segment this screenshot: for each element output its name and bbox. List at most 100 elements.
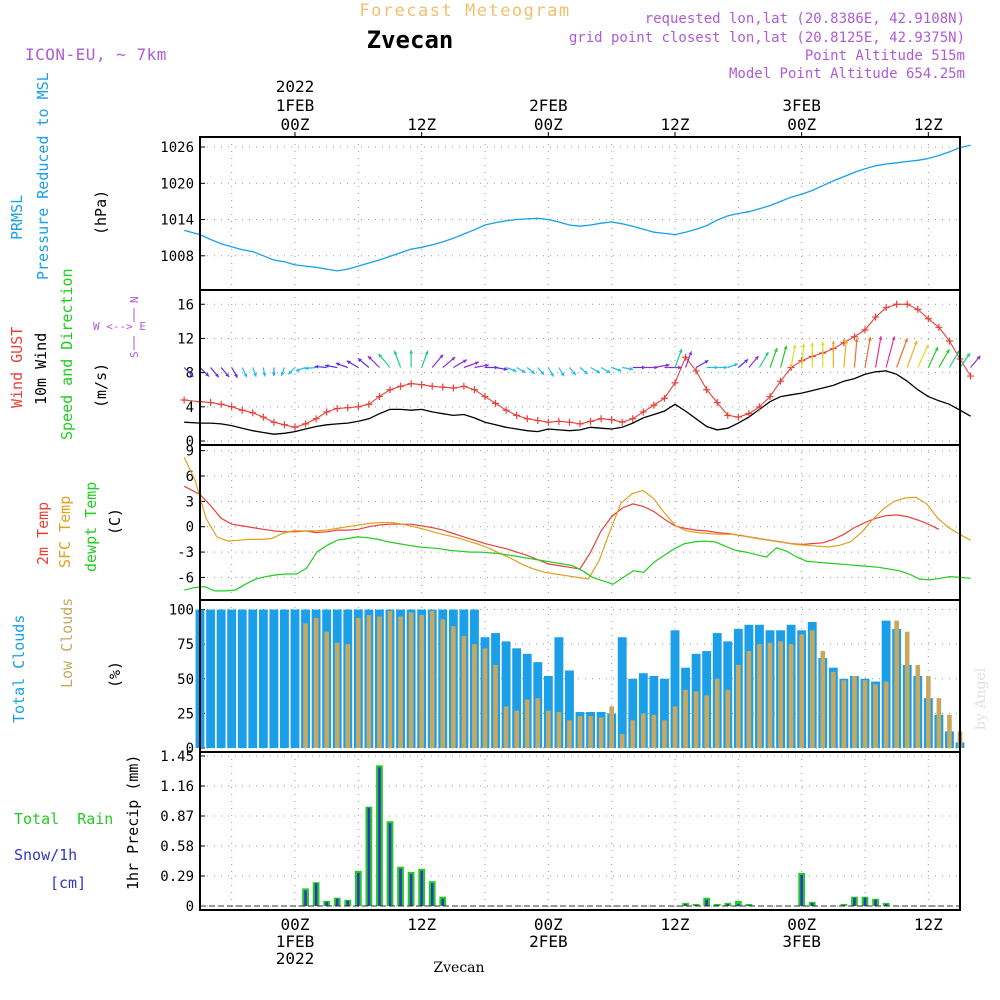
wind-arrow-head bbox=[225, 373, 230, 377]
model-label: ICON-EU, ~ 7km bbox=[25, 45, 167, 64]
wind-direction-arrow bbox=[304, 366, 317, 371]
wind-arrow-shaft bbox=[917, 344, 929, 368]
low-cloud-bar bbox=[324, 631, 329, 748]
snow-bar bbox=[378, 767, 381, 906]
wind-direction-arrow bbox=[346, 360, 359, 369]
temperature-grid bbox=[200, 445, 960, 600]
compass-west-east: W <--> E bbox=[93, 320, 146, 333]
snow-bar bbox=[747, 904, 751, 906]
clouds-ytick-label: 25 bbox=[177, 706, 194, 722]
low-cloud-bar bbox=[704, 695, 709, 748]
pressure-ytick-label: 1026 bbox=[160, 140, 194, 156]
low-cloud-bar bbox=[883, 681, 889, 748]
gust-marker bbox=[280, 421, 288, 429]
wind-arrow-head bbox=[688, 351, 693, 356]
low-cloud-bar bbox=[672, 706, 678, 748]
wind-direction-arrow bbox=[335, 362, 348, 369]
low-cloud-bar bbox=[482, 648, 488, 748]
wind-direction-arrow bbox=[600, 366, 611, 374]
gust-marker bbox=[302, 420, 310, 428]
wind-direction-arrow bbox=[409, 349, 414, 368]
model-altitude: Model Point Altitude 654.25m bbox=[729, 66, 965, 82]
gust-marker bbox=[914, 305, 922, 313]
wind-direction-arrow bbox=[684, 351, 693, 368]
wind-direction-arrow bbox=[717, 365, 728, 370]
clouds-ytick-label: 75 bbox=[177, 637, 194, 653]
gust-marker bbox=[903, 300, 911, 308]
pressure-line bbox=[184, 144, 971, 272]
wind-arrow-head bbox=[451, 357, 456, 361]
snow-bar bbox=[367, 807, 371, 906]
wind-arrow-head bbox=[596, 369, 601, 374]
low-cloud-bar bbox=[377, 616, 382, 748]
wind-direction-arrow bbox=[959, 352, 971, 368]
wind-direction-arrow bbox=[378, 353, 391, 368]
snow-bar bbox=[430, 883, 434, 906]
gust-line bbox=[184, 303, 972, 428]
low-cloud-bar bbox=[757, 644, 762, 748]
wind-direction-arrow bbox=[970, 355, 981, 368]
wind-arrow-head bbox=[424, 350, 429, 355]
top-time-label: 2FEB bbox=[529, 96, 568, 115]
snow-bar bbox=[335, 898, 339, 906]
snow-bar bbox=[388, 823, 392, 906]
wind-direction-arrow bbox=[664, 365, 682, 370]
wind-arrow-shaft bbox=[779, 345, 787, 368]
wind-direction-arrow bbox=[442, 356, 456, 368]
wind-arrow-head bbox=[288, 370, 293, 375]
wind-direction-arrow bbox=[885, 336, 896, 368]
low-cloud-bar bbox=[767, 642, 773, 748]
wind-arrow-head bbox=[733, 363, 738, 367]
gust-marker bbox=[597, 415, 605, 423]
gust-marker bbox=[365, 400, 373, 408]
wind-direction-arrow bbox=[231, 367, 239, 378]
low-cloud-bar bbox=[514, 710, 519, 748]
total-cloud-bar bbox=[237, 609, 247, 748]
gust-marker bbox=[249, 409, 257, 417]
wind-arrow-shaft bbox=[853, 338, 858, 368]
wind-arrow-head bbox=[189, 372, 194, 377]
wind-direction-arrow bbox=[737, 358, 749, 368]
wind-direction-arrow bbox=[199, 367, 210, 377]
wind-arrow-head bbox=[462, 359, 467, 364]
gust-marker bbox=[745, 410, 753, 418]
wind-direction-arrow bbox=[463, 361, 480, 369]
bottom-time-label: 12Z bbox=[407, 915, 436, 934]
low-cloud-bar bbox=[904, 631, 910, 748]
wind-arrow-head bbox=[723, 365, 728, 370]
wind-arrow-head bbox=[271, 372, 276, 377]
bottom-time-label: 12Z bbox=[914, 915, 943, 934]
panels: 10081014102010260481216-6-30369025507510… bbox=[160, 136, 981, 915]
top-time-label: 3FEB bbox=[782, 96, 821, 115]
wind-label-gust: Wind GUST bbox=[8, 327, 26, 408]
location-title: Zvecan bbox=[367, 26, 454, 54]
low-cloud-bar bbox=[493, 664, 498, 748]
gust-marker bbox=[217, 400, 225, 408]
low-cloud-bar bbox=[398, 616, 403, 748]
gust-marker bbox=[660, 394, 668, 402]
gust-marker bbox=[439, 383, 447, 391]
gust-marker bbox=[375, 393, 383, 401]
wind-direction-arrow bbox=[906, 340, 918, 368]
gust-marker bbox=[418, 381, 426, 389]
bottom-time-label: 00Z bbox=[281, 915, 310, 934]
gust-marker bbox=[618, 418, 626, 426]
wind-direction-arrow bbox=[516, 366, 527, 374]
pressure-grid bbox=[200, 137, 960, 290]
wind-direction-arrow bbox=[948, 350, 960, 368]
wind-direction-arrow bbox=[653, 363, 670, 369]
wind-arrow-head bbox=[665, 363, 670, 368]
snow-bar bbox=[420, 870, 423, 906]
grid-point-coords: grid point closest lon,lat (20.8125E, 42… bbox=[569, 30, 965, 46]
low-cloud-bar bbox=[588, 716, 593, 748]
wind-arrow-shaft bbox=[790, 344, 796, 368]
wind-direction-arrow bbox=[210, 367, 220, 378]
wind-arrow-head bbox=[540, 370, 544, 375]
low-cloud-bar bbox=[598, 717, 604, 748]
wind-direction-arrow bbox=[558, 367, 565, 377]
snow-bar bbox=[409, 873, 413, 906]
watermark: by Angel bbox=[973, 667, 989, 730]
wind-ylabel: Wind GUST 10m Wind Speed and Direction (… bbox=[8, 268, 146, 440]
wind-arrow-head bbox=[234, 373, 238, 378]
wind-arrow-head bbox=[878, 336, 883, 340]
